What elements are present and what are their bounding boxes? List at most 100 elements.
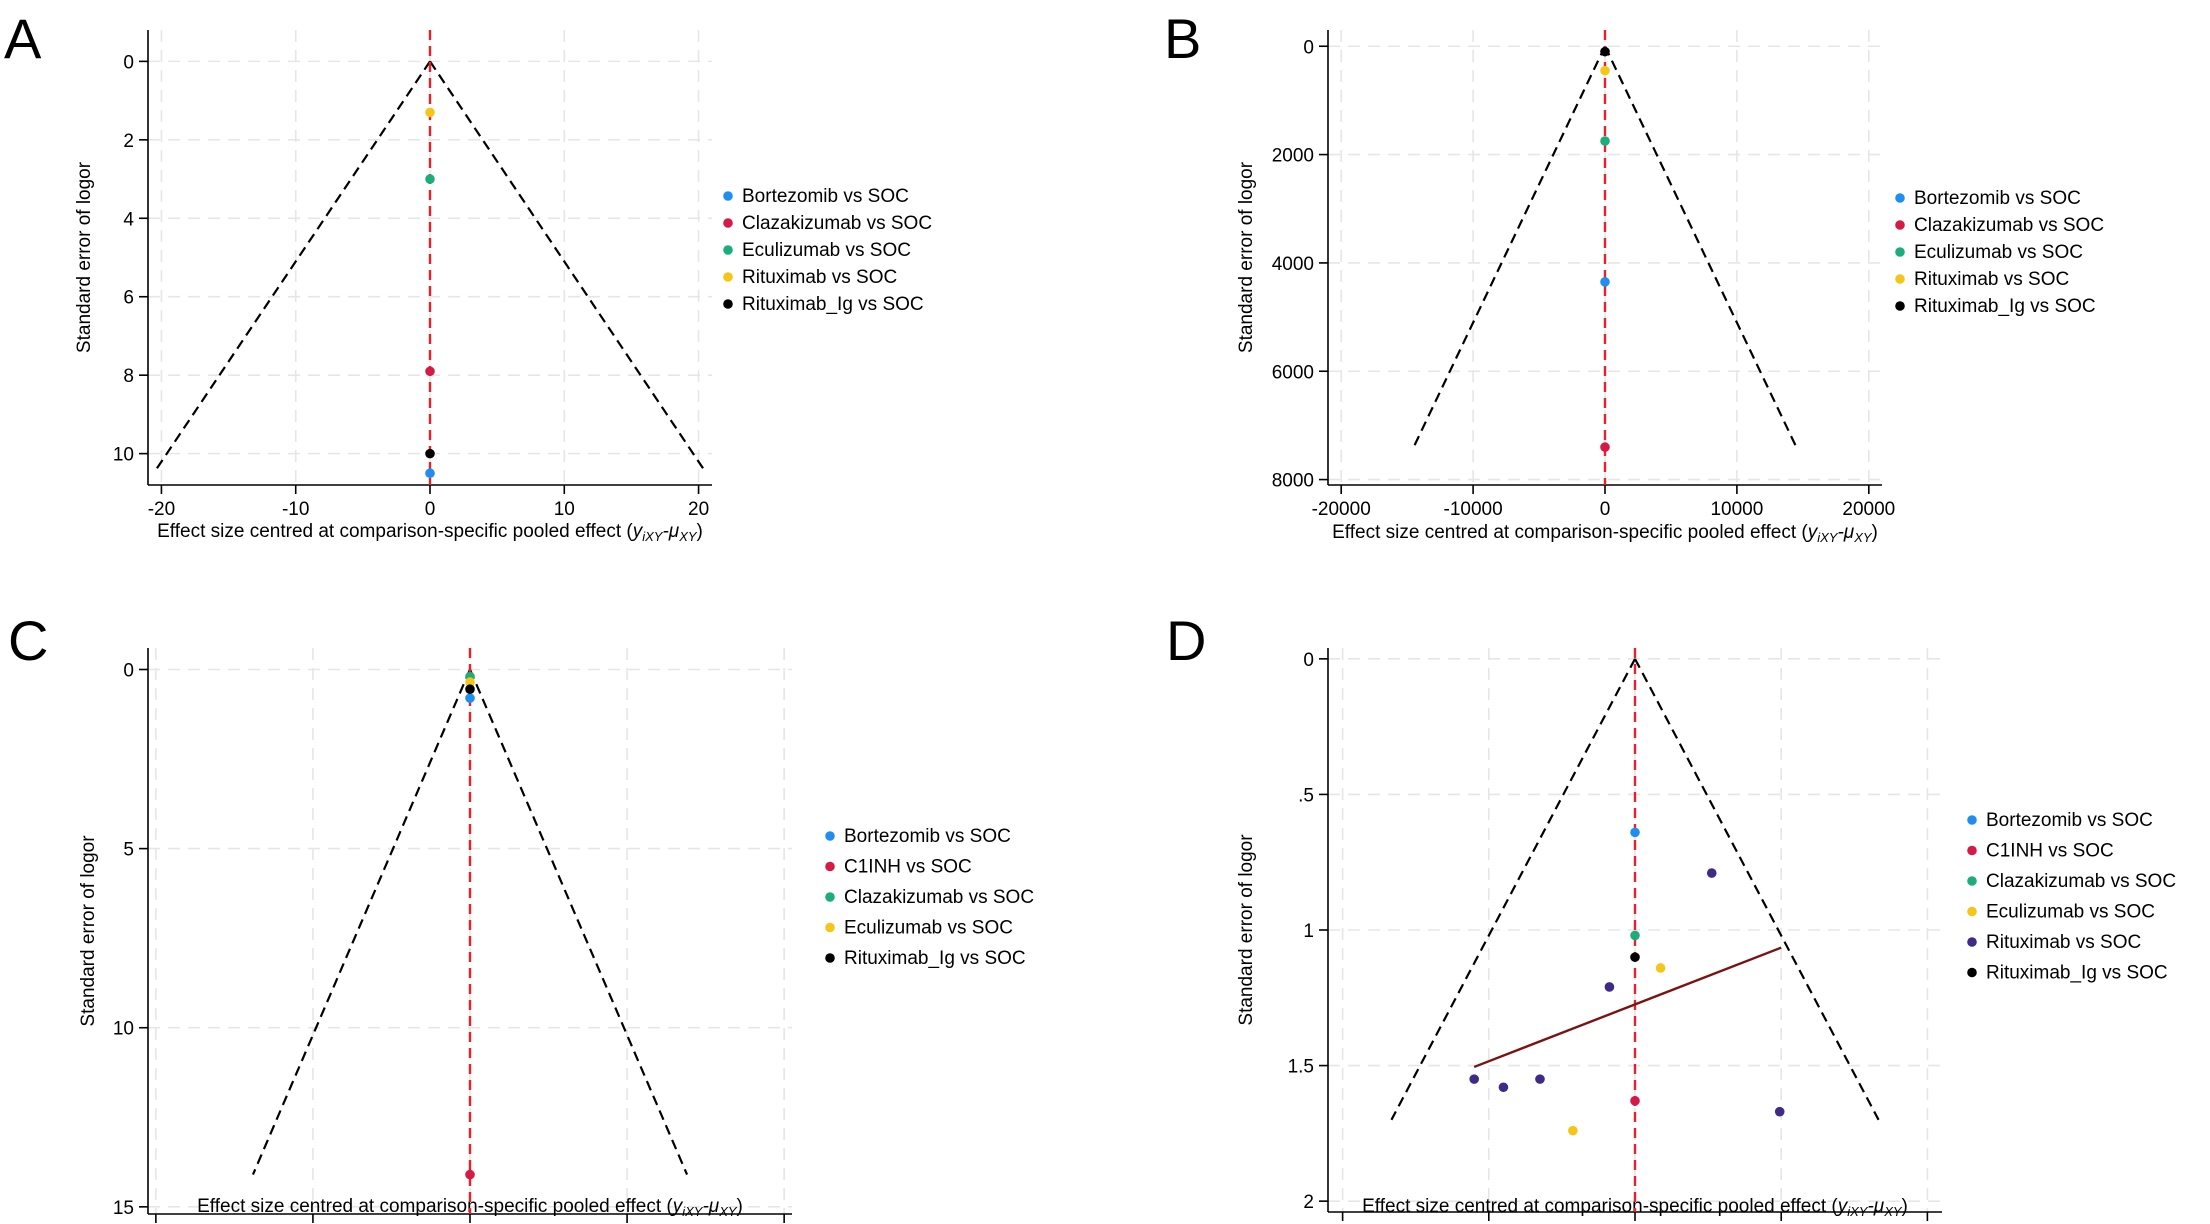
x-axis-label-part: Effect size centred at comparison-specif… xyxy=(157,521,633,542)
panel-letter: A xyxy=(4,7,42,70)
legend-marker xyxy=(1967,845,1977,856)
data-point xyxy=(1535,1074,1545,1084)
legend-marker xyxy=(1895,301,1905,311)
data-point xyxy=(1600,65,1610,76)
y-tick-label: 10 xyxy=(113,1019,134,1040)
legend-marker xyxy=(723,218,733,228)
x-axis-label: Effect size centred at comparison-specif… xyxy=(197,1196,743,1219)
x-axis-label-part: XY xyxy=(1883,1204,1903,1219)
y-tick-label: 5 xyxy=(123,840,134,861)
x-axis-label-part: ) xyxy=(1902,1196,1908,1217)
y-tick-label: 0 xyxy=(123,660,134,681)
data-point xyxy=(1600,442,1610,452)
y-axis-label: Standard error of logor xyxy=(1236,834,1257,1026)
data-point xyxy=(1600,136,1610,146)
funnel-plot-a: A -20 -10 0 10 20 0 2 4 6 8 10 Standard error of log… xyxy=(4,7,932,544)
funnel-right-line xyxy=(1604,45,1798,448)
y-tick-label: 6 xyxy=(123,288,134,309)
y-tick-label: 0 xyxy=(123,52,134,73)
x-axis-label-part: ) xyxy=(697,521,703,542)
legend-marker xyxy=(825,892,835,902)
x-axis-label-part: iXY xyxy=(1817,530,1839,545)
x-tick-label: -20000 xyxy=(1312,499,1371,520)
legend-marker xyxy=(1895,220,1905,230)
legend-marker xyxy=(1967,876,1977,886)
data-point xyxy=(1604,982,1615,992)
legend-label: Bortezomib vs SOC xyxy=(1986,810,2153,831)
legend-label: Rituximab_Ig vs SOC xyxy=(844,948,1026,969)
legend-label: Eculizumab vs SOC xyxy=(844,918,1013,939)
x-axis-label-part: y xyxy=(1806,522,1819,543)
x-axis-label-part: y xyxy=(631,521,644,542)
legend-marker xyxy=(1895,247,1905,257)
data-point xyxy=(1600,46,1610,57)
legend-marker xyxy=(1967,815,1977,825)
data-point xyxy=(1630,930,1640,941)
legend-marker xyxy=(825,953,835,963)
data-point xyxy=(1630,1096,1640,1106)
y-tick-label: 2 xyxy=(1303,1192,1314,1213)
data-point xyxy=(1630,827,1640,838)
y-tick-label: 1.5 xyxy=(1288,1057,1314,1078)
x-axis-label-part: ) xyxy=(737,1196,743,1217)
data-point xyxy=(425,468,435,479)
x-axis-label-part: y xyxy=(671,1196,684,1217)
legend-marker xyxy=(825,922,835,933)
data-point xyxy=(1630,952,1640,962)
legend-marker xyxy=(723,299,733,309)
funnel-left-line xyxy=(1390,658,1636,1121)
legend-label: Clazakizumab vs SOC xyxy=(1914,215,2104,236)
y-tick-label: 15 xyxy=(113,1198,134,1219)
y-tick-label: 8 xyxy=(123,366,134,387)
data-point xyxy=(1774,1106,1785,1117)
legend-marker xyxy=(1967,937,1977,947)
funnel-plot-c: C-40-2002040051015Standard error of logo… xyxy=(8,609,1034,1223)
x-tick-label: 20000 xyxy=(1842,499,1895,520)
legend-label: Eculizumab vs SOC xyxy=(1914,242,2083,263)
data-point xyxy=(1706,868,1717,878)
y-axis-label: Standard error of logor xyxy=(74,161,95,353)
x-tick-label: -10 xyxy=(282,499,309,520)
data-point xyxy=(425,174,435,184)
data-point xyxy=(465,677,475,687)
data-point xyxy=(1600,277,1610,287)
x-axis-label-part: ) xyxy=(1872,522,1878,543)
funnel-right-line xyxy=(1634,658,1880,1121)
funnel-left-line xyxy=(251,669,472,1176)
y-tick-label: 0 xyxy=(1303,650,1314,671)
x-axis-label-part: -μ xyxy=(1837,522,1854,543)
data-point xyxy=(425,107,435,118)
legend-marker xyxy=(825,861,835,872)
legend-label: Rituximab vs SOC xyxy=(742,267,897,288)
data-point xyxy=(1655,963,1666,973)
y-tick-label: 0 xyxy=(1303,37,1314,58)
x-axis-label-part: XY xyxy=(678,529,698,544)
legend-label: Rituximab_Ig vs SOC xyxy=(742,294,924,315)
x-axis-label-part: iXY xyxy=(1847,1204,1869,1219)
legend-marker xyxy=(1967,967,1977,978)
legend-marker xyxy=(723,245,733,255)
y-tick-label: 10 xyxy=(113,445,134,466)
x-tick-label: 10 xyxy=(554,499,575,520)
legend-label: Rituximab vs SOC xyxy=(1914,269,2069,290)
panel-letter: C xyxy=(8,609,48,672)
data-point xyxy=(1568,1125,1578,1136)
legend-marker xyxy=(723,191,733,201)
y-axis-label: Standard error of logor xyxy=(78,835,99,1027)
legend-marker xyxy=(1895,193,1905,203)
legend-label: Eculizumab vs SOC xyxy=(1986,902,2155,923)
x-tick-label: 20 xyxy=(688,499,709,520)
y-tick-label: 1 xyxy=(1303,921,1314,942)
legend-label: Bortezomib vs SOC xyxy=(742,186,909,207)
funnel-right-line xyxy=(468,669,689,1176)
y-tick-label: 2 xyxy=(123,131,134,152)
y-tick-label: 2000 xyxy=(1272,146,1314,167)
legend-marker xyxy=(1967,906,1977,917)
x-tick-label: 10000 xyxy=(1710,499,1763,520)
x-tick-label: -20 xyxy=(148,499,175,520)
legend-label: Rituximab_Ig vs SOC xyxy=(1914,296,2096,317)
funnel-left-line xyxy=(1412,45,1606,448)
legend-marker xyxy=(825,831,835,841)
legend-label: Clazakizumab vs SOC xyxy=(1986,871,2176,892)
